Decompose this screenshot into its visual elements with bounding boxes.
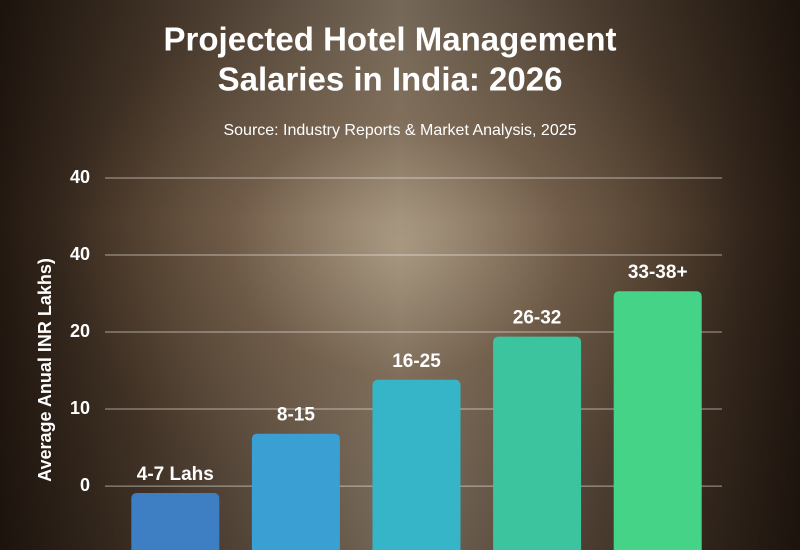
y-tick-label: 40 — [70, 244, 90, 264]
bar — [131, 493, 220, 550]
bar-label: 33-38+ — [628, 262, 688, 283]
y-tick-label: 10 — [70, 398, 90, 418]
y-axis-label: Average Anual INR Lakhs) — [35, 258, 55, 482]
bar-label: 8-15 — [277, 405, 315, 426]
bar — [613, 291, 702, 550]
chart-subtitle: Source: Industry Reports & Market Analys… — [223, 122, 576, 139]
y-tick-label: 0 — [80, 475, 90, 495]
chart-title: Salaries in India: 2026 — [218, 61, 563, 98]
bar — [372, 379, 461, 550]
y-tick-label: 40 — [70, 167, 90, 187]
bar-label: 4-7 Lahs — [137, 464, 214, 485]
bar — [251, 433, 340, 550]
bar-label: 26-32 — [513, 308, 562, 329]
y-tick-label: 20 — [70, 321, 90, 341]
chart-title: Projected Hotel Management — [164, 21, 617, 58]
bar-label: 16-25 — [392, 351, 441, 372]
bar — [493, 336, 582, 550]
